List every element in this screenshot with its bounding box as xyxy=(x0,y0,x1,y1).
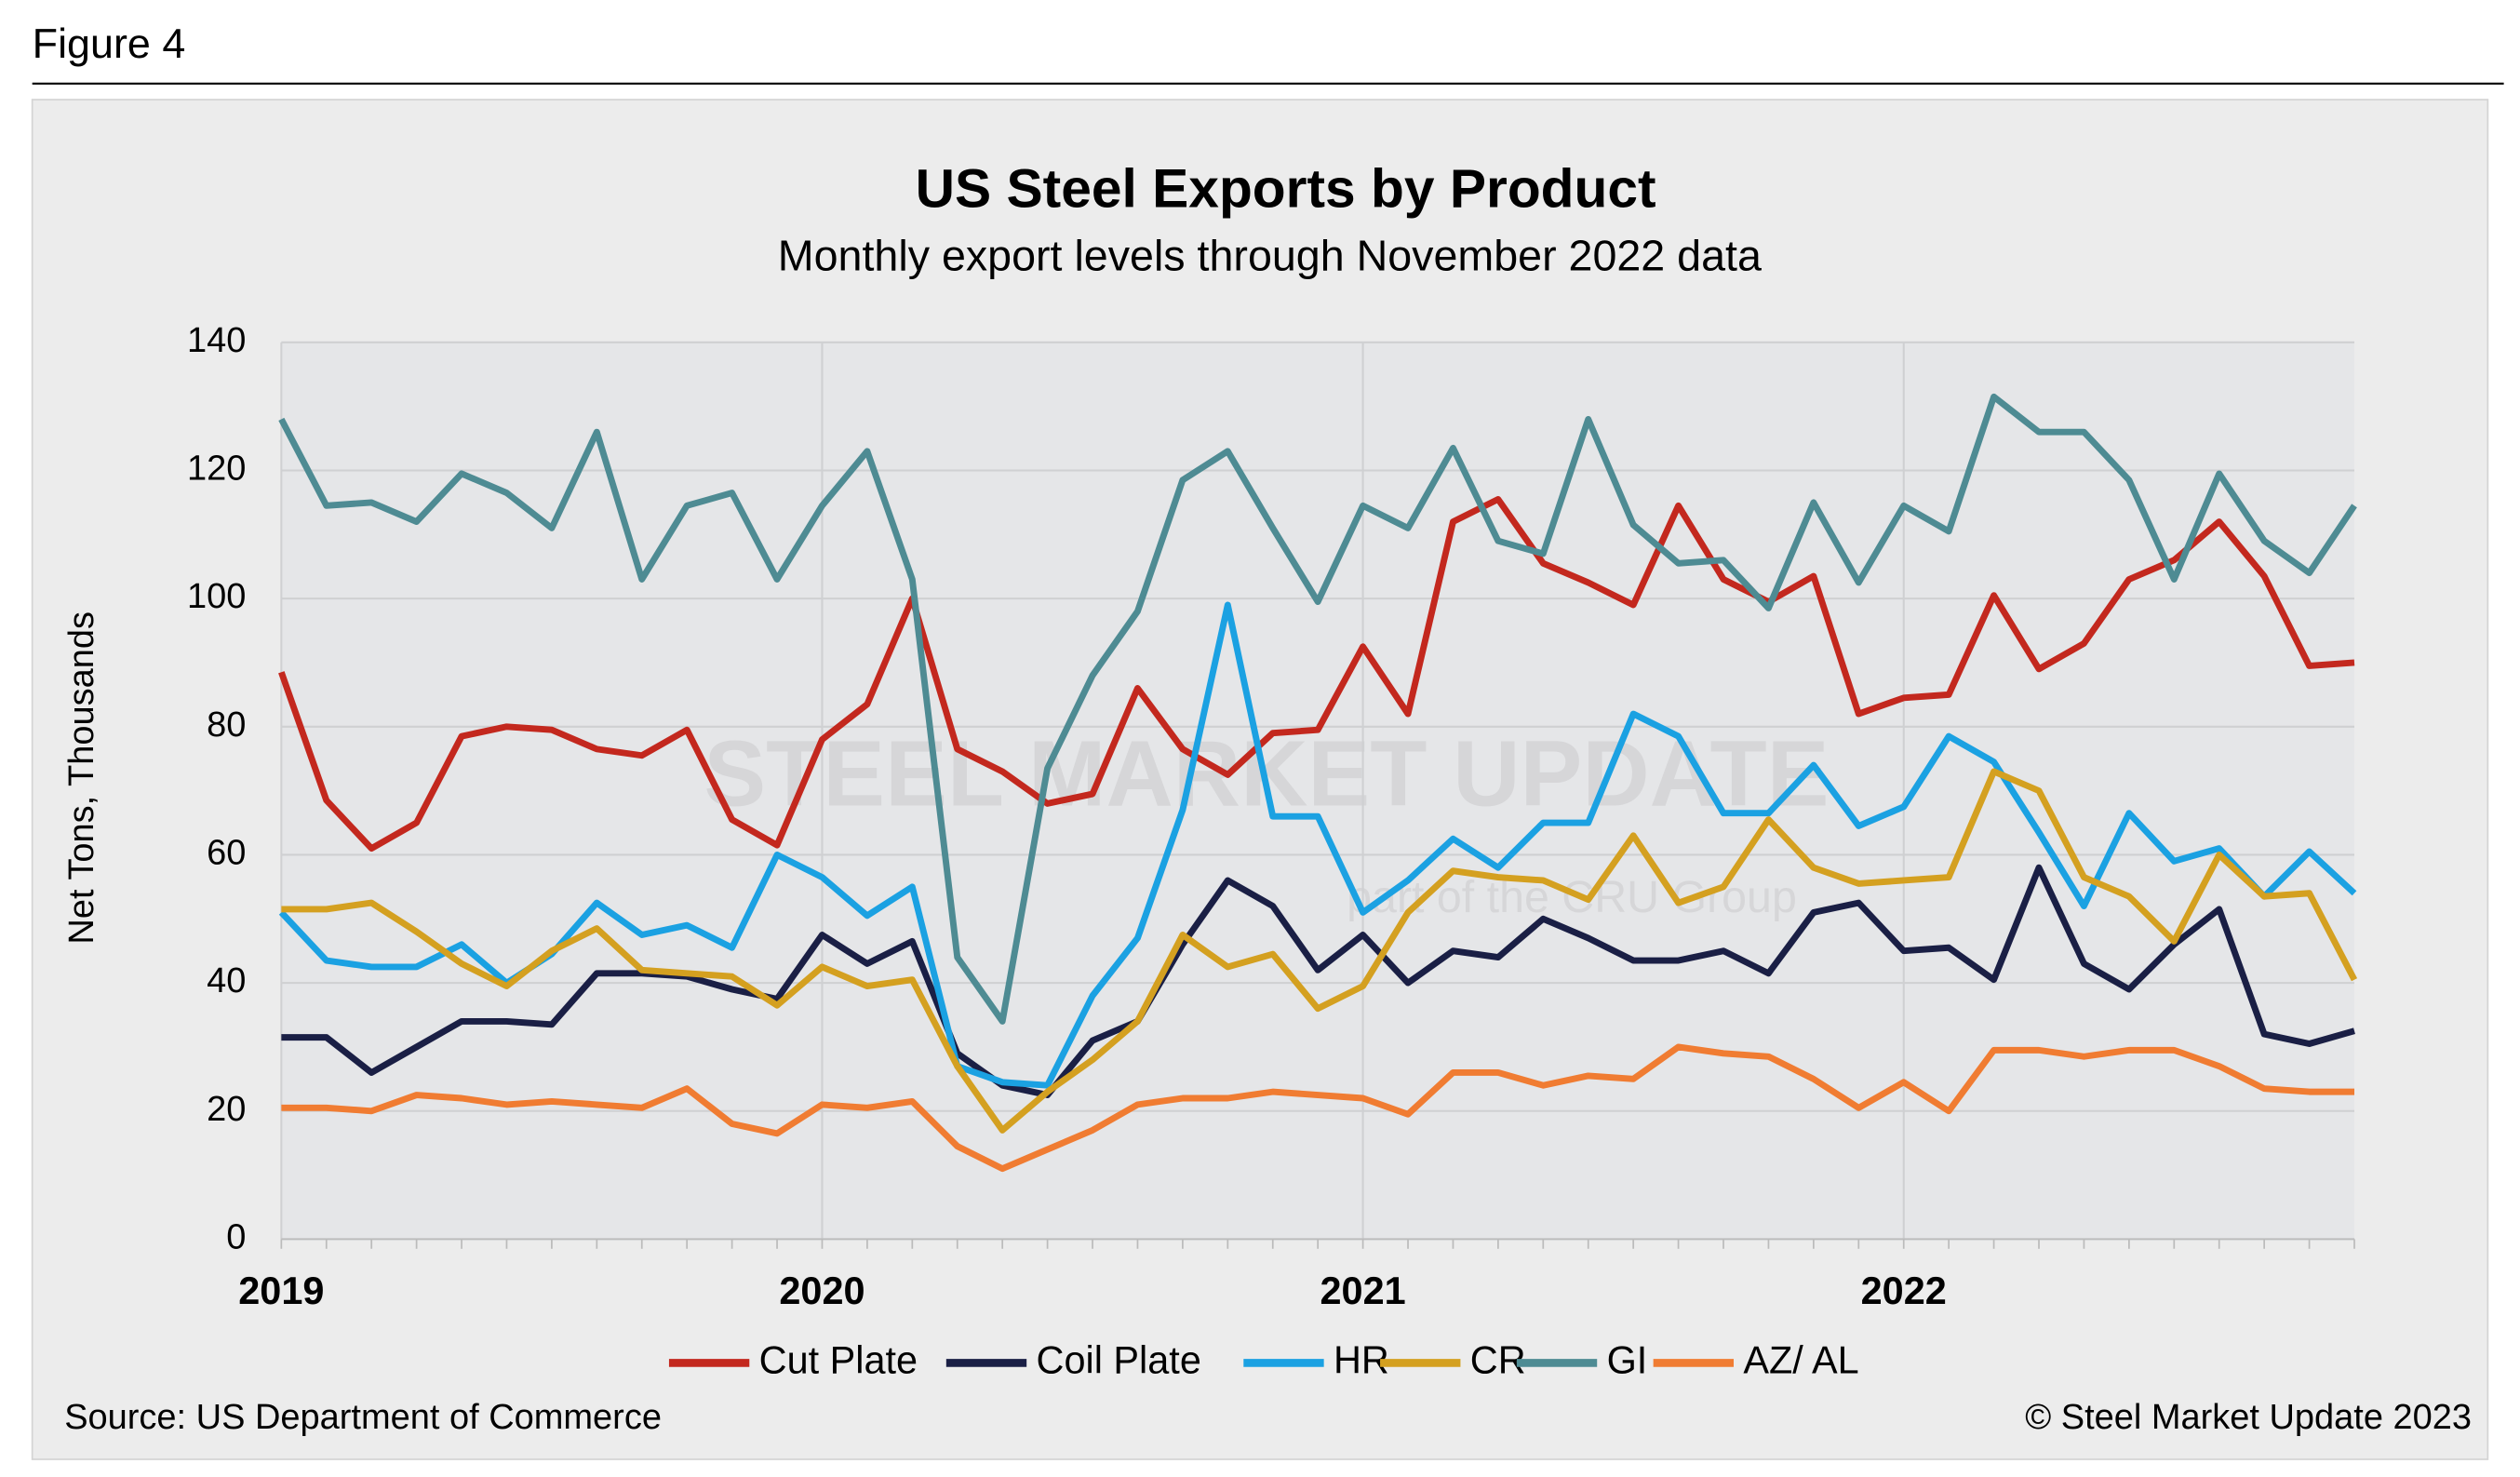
copyright-note: © Steel Market Update 2023 xyxy=(2025,1398,2472,1437)
y-axis-label: Net Tons, Thousands xyxy=(62,611,101,945)
legend-label: Coil Plate xyxy=(1037,1337,1201,1381)
y-tick-label: 100 xyxy=(187,577,246,616)
legend-label: Cut Plate xyxy=(759,1337,918,1381)
chart-subtitle: Monthly export levels through November 2… xyxy=(778,231,1762,279)
y-tick-label: 120 xyxy=(187,450,246,489)
series-line xyxy=(281,768,2358,1134)
chart-title: US Steel Exports by Product xyxy=(916,159,1656,220)
series-line xyxy=(281,1043,2355,1173)
legend-label: CR xyxy=(1470,1337,1526,1381)
y-tick-label: 140 xyxy=(187,321,246,360)
x-tick-label: 2019 xyxy=(238,1269,324,1312)
legend-label: AZ/ AL xyxy=(1743,1337,1858,1381)
x-tick-label: 2022 xyxy=(1861,1269,1947,1312)
series-line xyxy=(278,393,2357,1025)
source-note: Source: US Department of Commerce xyxy=(64,1398,662,1437)
y-tick-label: 80 xyxy=(207,705,246,745)
legend-label: GI xyxy=(1607,1337,1648,1381)
y-tick-label: 0 xyxy=(226,1217,246,1256)
series-line xyxy=(278,496,2355,853)
y-tick-label: 40 xyxy=(207,961,246,1000)
figure-label: Figure 4 xyxy=(33,20,186,67)
x-tick-label: 2021 xyxy=(1320,1269,1406,1312)
series-line xyxy=(281,864,2355,1099)
legend-label: HR xyxy=(1334,1337,1389,1381)
y-tick-label: 20 xyxy=(207,1090,246,1129)
y-tick-label: 60 xyxy=(207,833,246,872)
series-line xyxy=(278,601,2357,1089)
x-tick-label: 2020 xyxy=(779,1269,865,1312)
